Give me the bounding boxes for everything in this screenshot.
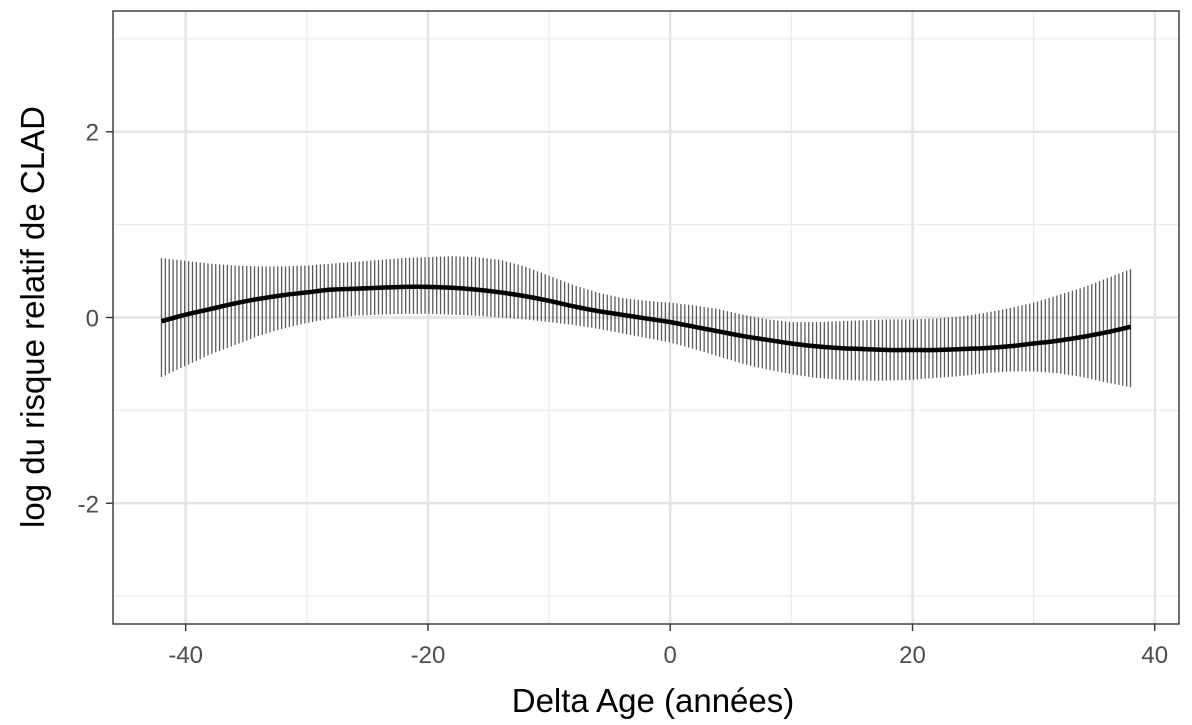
y-tick-label: -2 bbox=[78, 491, 99, 518]
x-tick-label: 40 bbox=[1141, 642, 1168, 669]
x-axis-title: Delta Age (années) bbox=[512, 682, 795, 719]
x-tick-label: -40 bbox=[168, 642, 203, 669]
y-axis-ticks: -2 0 2 bbox=[78, 120, 113, 518]
major-gridlines bbox=[113, 11, 1179, 624]
fitted-curve bbox=[160, 284, 1132, 353]
y-tick-label: 0 bbox=[86, 306, 99, 333]
minor-gridlines bbox=[113, 11, 1179, 624]
x-tick-label: 20 bbox=[899, 642, 926, 669]
y-axis-title: log du risque relatif de CLAD bbox=[14, 106, 51, 528]
x-tick-label: 0 bbox=[664, 642, 677, 669]
y-tick-label: 2 bbox=[86, 120, 99, 147]
x-axis-ticks: -40 -20 0 20 40 bbox=[168, 624, 1168, 669]
x-tick-label: -20 bbox=[411, 642, 446, 669]
